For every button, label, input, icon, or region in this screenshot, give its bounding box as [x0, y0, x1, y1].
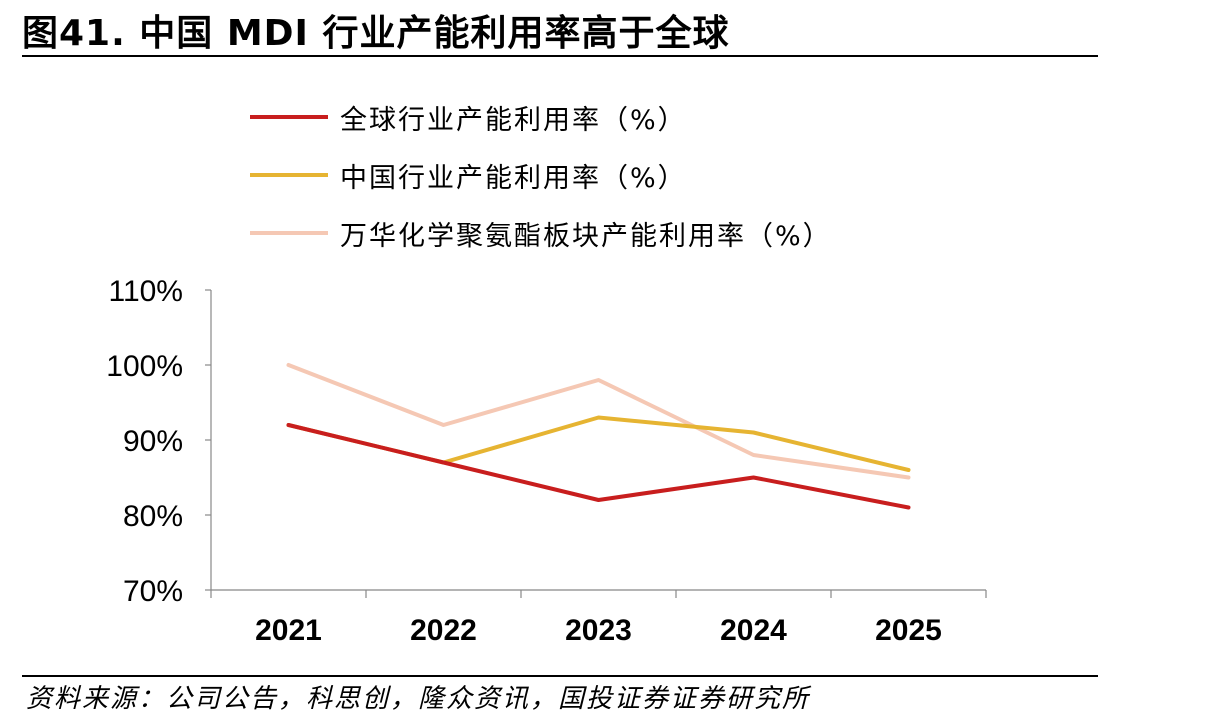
- series-line-2: [286, 363, 911, 480]
- x-tick-label: 2025: [875, 614, 942, 647]
- legend-label-china: 中国行业产能利用率（%）: [340, 162, 687, 194]
- y-tick-label: 70%: [123, 575, 183, 608]
- legend-swatch-global: [250, 115, 328, 119]
- source-divider: [22, 675, 1098, 677]
- y-tick-label: 80%: [123, 500, 183, 533]
- x-tick-label: 2023: [565, 614, 632, 647]
- x-tick-label: 2022: [410, 614, 477, 647]
- figure-title: 图41. 中国 MDI 行业产能利用率高于全球: [22, 13, 730, 54]
- y-tick-label: 110%: [108, 275, 183, 308]
- legend-swatch-wanhua: [250, 231, 328, 235]
- y-tick-label: 100%: [106, 350, 183, 383]
- y-tick-label: 90%: [123, 425, 183, 458]
- legend-item-global: 全球行业产能利用率（%）: [250, 88, 832, 146]
- legend-item-china: 中国行业产能利用率（%）: [250, 146, 832, 204]
- chart-axes: 70% 80% 90% 100% 110% 2021 2022 2023 2024 2025: [106, 275, 987, 647]
- legend-label-global: 全球行业产能利用率（%）: [340, 104, 687, 136]
- chart-legend: 全球行业产能利用率（%） 中国行业产能利用率（%） 万华化学聚氨酯板块产能利用率…: [250, 88, 832, 262]
- legend-label-wanhua: 万华化学聚氨酯板块产能利用率（%）: [340, 220, 832, 252]
- chart-series: [286, 363, 911, 510]
- series-line-0: [286, 423, 911, 510]
- x-tick-label: 2024: [720, 614, 787, 647]
- legend-item-wanhua: 万华化学聚氨酯板块产能利用率（%）: [250, 204, 832, 262]
- x-tick-label: 2021: [255, 614, 322, 647]
- legend-swatch-china: [250, 173, 328, 177]
- title-divider: [22, 55, 1098, 57]
- source-note: 资料来源：公司公告，科思创，隆众资讯，国投证券证券研究所: [26, 684, 811, 714]
